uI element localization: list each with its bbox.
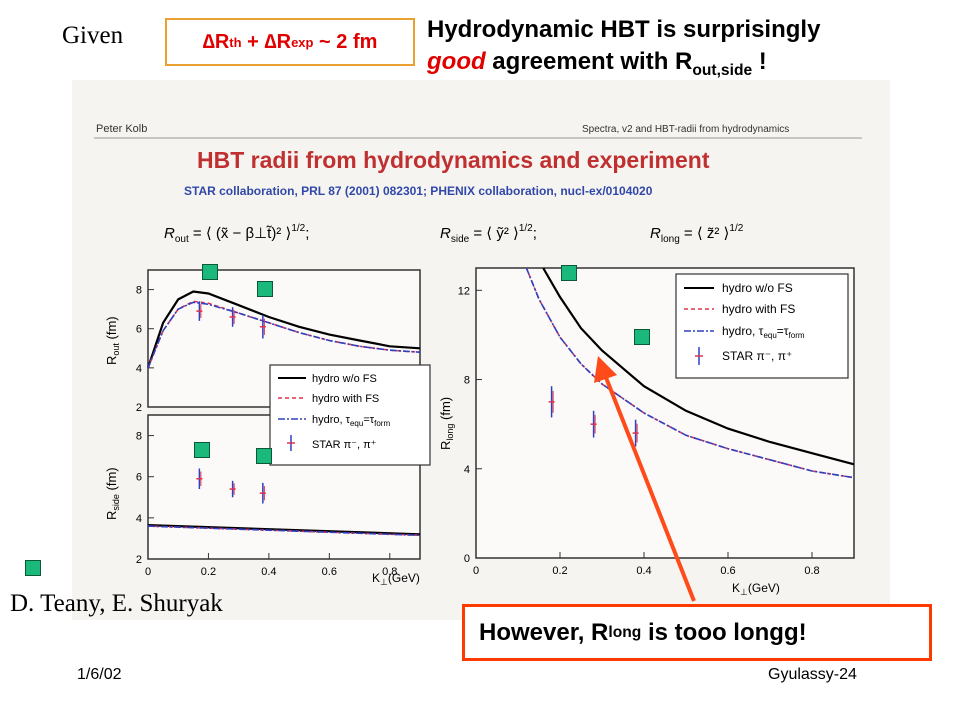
rside-ytick-label: 2 [136, 554, 142, 566]
rside-ytick-label: 8 [136, 431, 142, 443]
rlong-xtick-label: 0.4 [636, 565, 651, 577]
rside-series-line [147, 525, 421, 537]
rside-xtick-label: 0.4 [261, 566, 276, 578]
legend-small-box [269, 364, 431, 466]
rout-ytick-label: 6 [136, 324, 142, 336]
formula-delta-r: ∆R [202, 30, 230, 53]
figure-author: Peter Kolb [96, 123, 147, 135]
legend-long-wofs: hydro w/o FS [722, 281, 793, 295]
slide-number: Gyulassy-24 [768, 666, 857, 683]
rlong-series-line [525, 267, 855, 479]
legend-small: hydro w/o FS hydro with FS hydro, τequ=τ… [269, 364, 431, 466]
formula-exp: exp [291, 34, 314, 50]
legend-long: hydro w/o FS hydro with FS hydro, τequ=τ… [675, 273, 849, 379]
green-marker [202, 264, 218, 280]
headline-good: good [427, 48, 486, 75]
scanned-figure: Peter Kolb Spectra, v2 and HBT-radii fro… [72, 80, 890, 620]
rside-ytick-label: 6 [136, 472, 142, 484]
rside-xtick-label: 0.2 [201, 566, 216, 578]
green-marker [561, 265, 577, 281]
rside-series-line [147, 524, 421, 536]
rside-xtick-label: 0.8 [382, 566, 397, 578]
rside-ylabel: Rside (fm) [104, 467, 121, 520]
headline-line1: Hydrodynamic HBT is surprisingly [427, 16, 821, 43]
headline: Hydrodynamic HBT is surprisingly good ag… [427, 14, 957, 87]
rlong-ytick-label: 4 [464, 464, 470, 476]
rside-xtick-label: 0 [145, 566, 151, 578]
rout-series-line [147, 301, 421, 369]
legend-small-wofs: hydro w/o FS [312, 373, 377, 385]
legend-small-fs: hydro with FS [312, 393, 379, 405]
rside-xtick-label: 0.6 [322, 566, 337, 578]
rlong-ytick-label: 0 [464, 553, 470, 565]
rside-xlabel: K⊥(GeV) [372, 571, 420, 587]
legend-long-fs: hydro with FS [722, 302, 795, 316]
rlong-ylabel: Rlong (fm) [438, 397, 455, 450]
legend-long-box [675, 273, 849, 379]
rlong-ytick-label: 8 [464, 375, 470, 387]
rout-ytick-label: 8 [136, 285, 142, 297]
arrow-shaft [603, 374, 696, 602]
rlong-xtick-label: 0 [473, 565, 479, 577]
legend-long-tau: hydro, τequ=τform [722, 324, 805, 340]
headline-end: ! [752, 48, 767, 75]
rlong-series-line [542, 267, 855, 466]
formula-box: ∆R th + ∆R exp ~ 2 fm [165, 18, 415, 66]
rlong-ytick-label: 12 [458, 285, 470, 297]
given-label: Given [62, 22, 124, 49]
headline-sub: out,side [692, 61, 753, 79]
slide-date: 1/6/02 [77, 666, 122, 683]
eq-side: Rside = ⟨ ỹ² ⟩1/2; [440, 223, 537, 245]
rlong-xtick-label: 0.2 [552, 565, 567, 577]
however-prefix: However, R [479, 618, 609, 646]
figure-title: HBT radii from hydrodynamics and experim… [197, 147, 710, 173]
rout-ytick-label: 4 [136, 363, 142, 375]
rlong-xlabel: K⊥(GeV) [732, 581, 780, 597]
headline-mid: agreement with R [485, 48, 693, 75]
headline-line2: good agreement with Rout,side ! [427, 46, 957, 87]
arrow-head [594, 356, 617, 383]
plot-layer: 2 4 6 8 2 4 6 8 0 0.2 0.4 0.6 0.8 0 4 8 12 0 0.2 0.4 0.6 0.8 [136, 267, 855, 578]
rout-series-line [146, 290, 421, 369]
figure-header-right: Spectra, v2 and HBT-radii from hydrodyna… [582, 124, 789, 135]
rlong-xtick-label: 0.6 [720, 565, 735, 577]
however-suffix: is tooo longg! [641, 618, 807, 646]
formula-tail: ~ 2 fm [313, 30, 378, 53]
formula-plus: + ∆R [241, 30, 292, 53]
green-marker [194, 442, 210, 458]
slide-author: D. Teany, E. Shuryak [10, 590, 223, 617]
equations: Rout = ⟨ (x̃ − β⊥t̃)² ⟩1/2; Rside = ⟨ ỹ²… [164, 223, 744, 245]
green-marker [257, 281, 273, 297]
legend-long-star: STAR π⁻, π⁺ [722, 349, 792, 363]
green-marker [634, 329, 650, 345]
figure-citation: STAR collaboration, PRL 87 (2001) 082301… [184, 184, 653, 198]
rside-ytick-label: 4 [136, 513, 142, 525]
rlong-xtick-label: 0.8 [804, 565, 819, 577]
however-sub: long [608, 623, 642, 641]
figure-svg: Peter Kolb Spectra, v2 and HBT-radii fro… [94, 123, 862, 597]
formula-th: th [229, 34, 242, 50]
legend-small-star: STAR π⁻, π⁺ [312, 439, 377, 451]
rout-ytick-label: 2 [136, 402, 142, 414]
green-marker [256, 448, 272, 464]
eq-out: Rout = ⟨ (x̃ − β⊥t̃)² ⟩1/2; [164, 223, 309, 245]
legend-small-tau: hydro, τequ=τform [312, 414, 390, 428]
eq-long: Rlong = ⟨ z̃² ⟩1/2 [650, 223, 744, 245]
rout-ylabel: Rout (fm) [104, 316, 121, 365]
green-marker [25, 560, 41, 576]
